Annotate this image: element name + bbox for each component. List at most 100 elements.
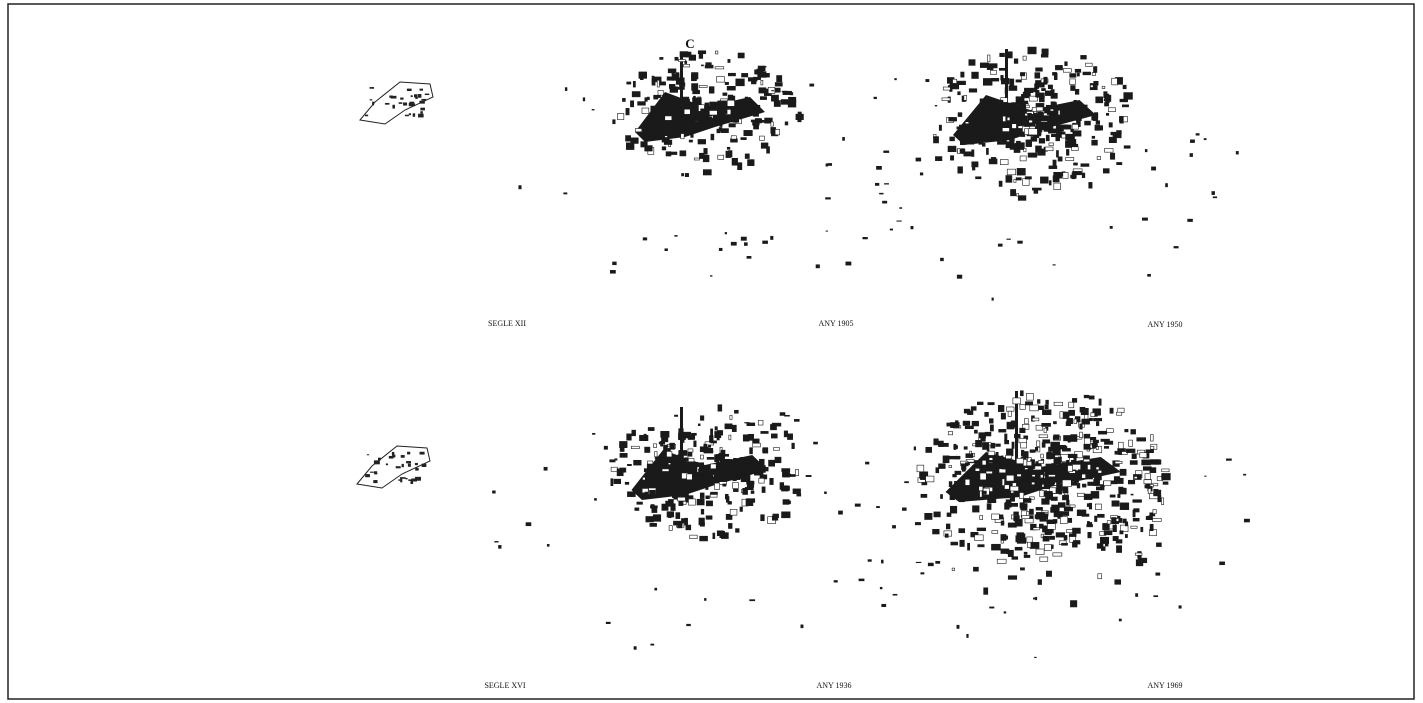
map-feature xyxy=(1019,427,1026,434)
map-feature xyxy=(406,88,412,92)
map-feature xyxy=(617,113,625,120)
map-feature xyxy=(725,513,733,520)
map-feature xyxy=(978,137,983,145)
map-feature xyxy=(1149,512,1156,517)
map-feature xyxy=(956,274,963,279)
map-feature xyxy=(1049,535,1055,540)
map-feature xyxy=(714,66,725,70)
map-feature xyxy=(686,623,691,627)
map-feature xyxy=(956,126,963,130)
map-feature xyxy=(1025,401,1034,406)
map-feature xyxy=(415,96,418,99)
map-feature xyxy=(717,430,724,436)
map-feature xyxy=(987,402,995,406)
map-feature xyxy=(668,464,676,470)
map-feature xyxy=(665,500,672,507)
map-feature xyxy=(1027,541,1032,548)
map-feature xyxy=(649,523,657,527)
map-feature xyxy=(1062,172,1069,179)
map-feature xyxy=(1029,449,1036,453)
map-feature xyxy=(938,463,946,469)
map-feature xyxy=(1130,525,1138,529)
map-feature xyxy=(1211,191,1215,195)
map-feature xyxy=(1145,449,1154,453)
map-feature xyxy=(1032,527,1040,531)
map-feature xyxy=(782,499,790,505)
map-feature xyxy=(977,401,984,406)
map-feature xyxy=(988,459,998,463)
map-feature xyxy=(981,459,987,466)
map-feature xyxy=(651,78,656,86)
map-feature xyxy=(1109,225,1113,229)
map-feature xyxy=(1068,409,1076,416)
map-feature xyxy=(603,445,608,450)
map-feature xyxy=(1053,401,1063,406)
map-feature xyxy=(854,503,861,507)
map-feature xyxy=(698,468,706,475)
map-feature xyxy=(716,436,720,441)
map-feature xyxy=(884,183,889,185)
map-feature xyxy=(1091,139,1098,146)
map-feature xyxy=(1243,473,1247,476)
map-feature xyxy=(1075,113,1082,121)
map-feature xyxy=(740,475,751,483)
map-feature xyxy=(982,442,990,450)
map-feature xyxy=(1035,92,1045,98)
map-feature xyxy=(731,157,738,166)
map-feature xyxy=(690,103,695,107)
map-feature xyxy=(407,463,411,467)
map-feature xyxy=(719,109,728,114)
map-feature xyxy=(582,97,586,102)
map-feature xyxy=(1103,446,1109,449)
map-feature xyxy=(1077,492,1085,497)
map-feature xyxy=(800,624,804,629)
map-feature xyxy=(1015,177,1022,181)
map-feature xyxy=(968,141,975,145)
map-feature xyxy=(1123,145,1131,149)
map-feature xyxy=(667,68,677,74)
map-feature xyxy=(1088,447,1092,450)
map-feature xyxy=(1000,159,1009,165)
map-feature xyxy=(997,405,1005,412)
map-feature xyxy=(997,243,1003,247)
map-feature xyxy=(1142,217,1148,221)
map-feature xyxy=(645,516,654,523)
map-feature xyxy=(1021,515,1030,520)
map-feature xyxy=(384,102,390,105)
map-feature xyxy=(715,458,720,463)
map-feature xyxy=(998,67,1008,71)
map-feature xyxy=(1079,431,1083,438)
map-feature xyxy=(781,468,791,472)
map-feature xyxy=(1000,412,1006,420)
map-feature xyxy=(991,297,994,301)
map-feature xyxy=(942,455,950,464)
map-feature xyxy=(543,466,548,471)
map-feature xyxy=(1118,441,1124,450)
map-feature xyxy=(910,226,914,230)
map-feature xyxy=(1122,84,1127,90)
map-feature xyxy=(1095,503,1102,510)
map-feature xyxy=(684,173,689,177)
map-feature xyxy=(404,114,409,117)
map-feature xyxy=(1097,513,1105,518)
map-feature xyxy=(1003,611,1007,614)
map-feature xyxy=(1035,596,1038,601)
map-feature xyxy=(716,76,725,83)
map-feature xyxy=(1021,424,1030,430)
map-feature xyxy=(624,481,630,485)
map-feature xyxy=(732,482,739,489)
map-feature xyxy=(944,533,949,538)
map-feature xyxy=(1020,390,1024,397)
map-feature xyxy=(1035,507,1043,511)
map-feature xyxy=(746,256,752,259)
map-feature xyxy=(1072,527,1081,534)
map-feature xyxy=(1024,176,1032,180)
map-feature xyxy=(699,152,705,159)
panel-label: SEGLE XVI xyxy=(484,681,525,690)
map-feature xyxy=(661,102,669,108)
map-feature xyxy=(971,161,979,168)
map-feature xyxy=(1056,131,1066,135)
map-feature xyxy=(896,220,902,222)
map-feature xyxy=(1069,78,1076,85)
map-feature xyxy=(1048,128,1057,134)
